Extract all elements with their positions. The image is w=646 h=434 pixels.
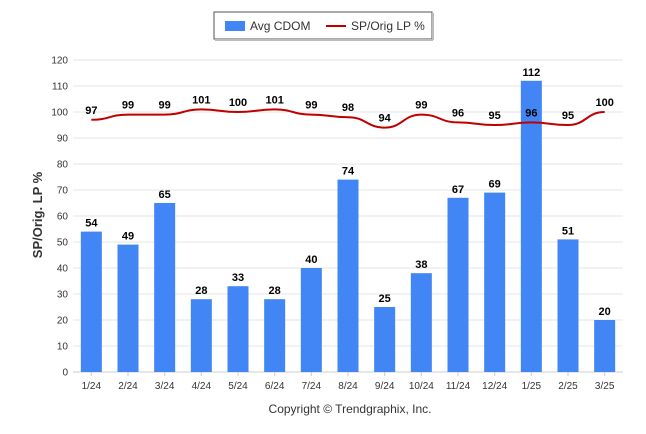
copyright-credit: Copyright © Trendgraphix, Inc. bbox=[269, 402, 432, 416]
data-label-sp-orig-lp: 99 bbox=[159, 100, 171, 112]
bar-avg-cdom bbox=[300, 268, 322, 372]
bar-avg-cdom bbox=[594, 320, 616, 372]
bar-avg-cdom bbox=[374, 307, 396, 372]
y-tick-label: 80 bbox=[57, 160, 69, 171]
y-tick-label: 10 bbox=[57, 342, 69, 353]
data-label-sp-orig-lp: 97 bbox=[85, 105, 97, 117]
legend-label-sp-orig-lp: SP/Orig LP % bbox=[351, 19, 425, 33]
data-label-avg-cdom: 28 bbox=[269, 285, 281, 297]
bar-avg-cdom bbox=[484, 192, 506, 372]
data-label-avg-cdom: 74 bbox=[342, 166, 355, 178]
x-tick-label: 2/25 bbox=[558, 381, 578, 392]
bar-avg-cdom bbox=[447, 197, 469, 372]
x-tick-label: 4/24 bbox=[192, 381, 212, 392]
bars bbox=[80, 80, 616, 373]
legend: Avg CDOM SP/Orig LP % bbox=[213, 11, 434, 41]
data-label-sp-orig-lp: 96 bbox=[525, 107, 537, 119]
data-label-avg-cdom: 25 bbox=[379, 293, 391, 305]
x-tick-label: 5/24 bbox=[228, 381, 248, 392]
bar-avg-cdom bbox=[337, 179, 359, 372]
data-label-avg-cdom: 28 bbox=[195, 285, 207, 297]
y-tick-label: 30 bbox=[57, 290, 69, 301]
x-tick-label: 3/24 bbox=[155, 381, 175, 392]
x-tick-label: 10/24 bbox=[409, 381, 434, 392]
data-label-sp-orig-lp: 100 bbox=[229, 97, 247, 109]
data-label-sp-orig-lp: 99 bbox=[415, 100, 427, 112]
data-label-avg-cdom: 33 bbox=[232, 272, 244, 284]
y-tick-label: 110 bbox=[52, 82, 68, 93]
data-label-avg-cdom: 67 bbox=[452, 184, 464, 196]
x-tick-label: 7/24 bbox=[302, 381, 322, 392]
legend-label-avg-cdom: Avg CDOM bbox=[250, 19, 310, 33]
data-label-sp-orig-lp: 99 bbox=[122, 100, 134, 112]
x-tick-label: 12/24 bbox=[482, 381, 507, 392]
x-tick-label: 1/24 bbox=[82, 381, 102, 392]
legend-box bbox=[213, 11, 433, 40]
data-label-sp-orig-lp: 95 bbox=[562, 110, 574, 122]
data-label-sp-orig-lp: 94 bbox=[379, 113, 392, 125]
x-tick-label: 11/24 bbox=[446, 381, 471, 392]
x-axis-ticks: 1/24 2/24 3/24 4/24 5/24 6/24 7/24 8/24 9/24 10/2… bbox=[82, 372, 615, 392]
data-label-avg-cdom: 112 bbox=[522, 67, 540, 79]
bar-avg-cdom bbox=[117, 244, 139, 372]
y-tick-label: 120 bbox=[51, 56, 68, 67]
bar-avg-cdom bbox=[154, 203, 176, 372]
bar-avg-cdom bbox=[227, 286, 249, 372]
bar-avg-cdom bbox=[410, 273, 432, 372]
y-tick-label: 0 bbox=[62, 368, 68, 379]
data-label-avg-cdom: 54 bbox=[85, 218, 98, 230]
data-label-avg-cdom: 51 bbox=[562, 225, 574, 237]
x-tick-label: 8/24 bbox=[338, 381, 358, 392]
y-tick-label: 70 bbox=[57, 186, 69, 197]
data-labels: 54 49 65 28 33 28 40 74 25 38 67 69 112 51 20 97 99 99 101… bbox=[85, 67, 614, 318]
data-label-sp-orig-lp: 96 bbox=[452, 107, 464, 119]
data-label-sp-orig-lp: 101 bbox=[192, 94, 210, 106]
bar-avg-cdom bbox=[520, 80, 542, 373]
series-line-sp-orig-lp bbox=[91, 108, 605, 129]
data-label-avg-cdom: 38 bbox=[415, 259, 427, 271]
x-tick-label: 1/25 bbox=[522, 381, 542, 392]
data-label-sp-orig-lp: 95 bbox=[489, 110, 501, 122]
y-tick-label: 20 bbox=[57, 316, 69, 327]
y-tick-label: 90 bbox=[57, 134, 69, 145]
data-label-avg-cdom: 49 bbox=[122, 231, 134, 243]
data-label-sp-orig-lp: 100 bbox=[595, 97, 613, 109]
data-label-avg-cdom: 65 bbox=[159, 189, 171, 201]
line-series bbox=[91, 108, 605, 129]
y-tick-label: 40 bbox=[57, 264, 69, 275]
x-tick-label: 9/24 bbox=[375, 381, 395, 392]
x-tick-label: 3/25 bbox=[595, 381, 615, 392]
y-axis-ticks: 0 10 20 30 40 50 60 70 80 90 100 110 120 bbox=[51, 56, 68, 379]
y-axis-label: SP/Orig. LP % bbox=[30, 171, 45, 258]
y-tick-label: 50 bbox=[57, 238, 69, 249]
data-label-sp-orig-lp: 101 bbox=[265, 94, 283, 106]
y-tick-label: 100 bbox=[51, 108, 68, 119]
bar-avg-cdom bbox=[80, 231, 102, 372]
bar-avg-cdom bbox=[190, 299, 212, 372]
legend-swatch-avg-cdom bbox=[225, 21, 245, 31]
x-tick-label: 2/24 bbox=[118, 381, 138, 392]
x-tick-label: 6/24 bbox=[265, 381, 285, 392]
y-tick-label: 60 bbox=[57, 212, 69, 223]
data-label-sp-orig-lp: 99 bbox=[305, 100, 317, 112]
bar-avg-cdom bbox=[264, 299, 286, 372]
data-label-avg-cdom: 20 bbox=[599, 306, 611, 318]
data-label-sp-orig-lp: 98 bbox=[342, 102, 354, 114]
data-label-avg-cdom: 40 bbox=[305, 254, 317, 266]
data-label-avg-cdom: 69 bbox=[489, 179, 501, 191]
bar-avg-cdom bbox=[557, 239, 579, 372]
